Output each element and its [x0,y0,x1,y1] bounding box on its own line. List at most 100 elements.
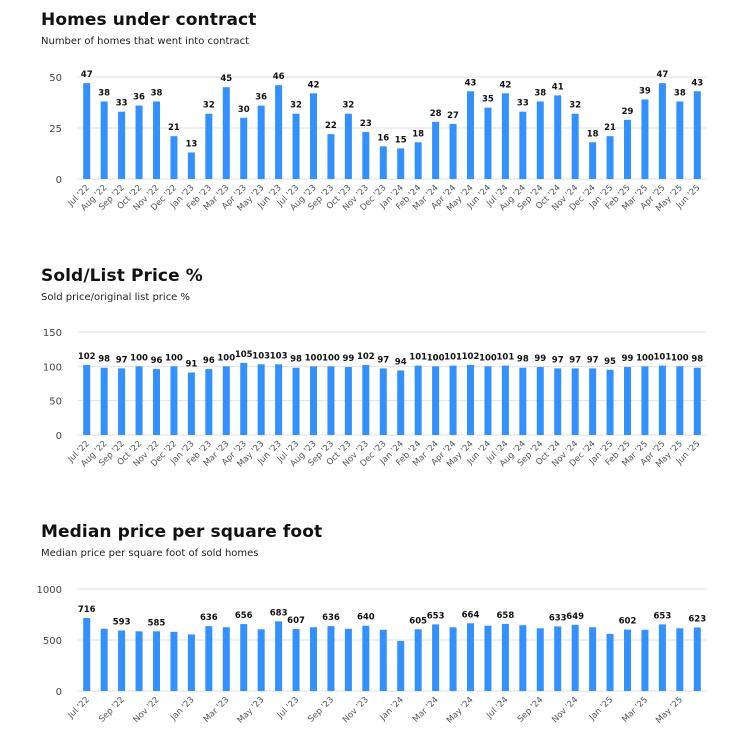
chart-title: Sold/List Price % [41,266,203,286]
x-tick-label: Mar '24 [411,695,441,725]
bar [606,633,614,691]
bar [327,134,335,179]
x-tick-label: Jan '24 [378,695,406,723]
bar [449,627,457,691]
bar [693,91,701,179]
data-label: 585 [148,618,166,628]
bar [589,142,597,179]
bar [571,113,579,179]
bar [519,111,527,179]
x-tick-label: Nov '23 [341,695,371,725]
y-tick-label: 50 [49,73,62,84]
bar [397,148,405,179]
data-label: 28 [430,109,442,119]
data-label: 91 [185,360,197,370]
bar [554,95,562,179]
bar [414,629,422,691]
y-tick-label: 500 [43,636,62,647]
chart-subtitle: Number of homes that went into contract [41,36,250,47]
bar [606,136,614,179]
bar [222,366,230,435]
x-tick-label: Jul '22 [66,695,92,721]
bar [310,366,317,435]
data-label: 46 [273,72,285,82]
bar [693,367,701,435]
bar [344,367,352,435]
data-label: 96 [203,356,215,366]
bar [554,368,562,435]
bar [467,91,474,179]
data-label: 103 [270,351,288,361]
data-label: 633 [549,613,567,623]
data-label: 102 [462,352,480,362]
x-tick-label: Jul '24 [484,695,510,721]
bar [222,87,230,179]
bar [327,626,335,691]
data-label: 38 [534,88,546,98]
data-label: 97 [377,355,389,365]
chart-subtitle: Median price per square foot of sold hom… [41,548,259,559]
data-label: 32 [569,101,581,111]
bar [187,152,195,179]
bar [83,364,91,435]
bar [624,629,631,691]
x-tick-label: Jan '25 [587,695,615,723]
bar [641,366,649,435]
bar [275,85,283,179]
x-tick-label: Nov '24 [550,695,580,725]
data-label: 45 [220,74,232,84]
data-label: 653 [427,611,445,621]
bar [135,366,143,435]
bar [484,107,492,179]
bar [275,364,283,435]
data-label: 38 [98,88,110,98]
bar [624,119,631,179]
bar [222,627,230,691]
bar [100,628,108,691]
bar [118,111,126,179]
bar [327,366,335,435]
bar [432,624,440,691]
data-label: 100 [671,353,689,363]
bar [379,146,387,179]
bar [344,113,352,179]
data-label: 99 [342,354,354,364]
y-tick-label: 100 [43,362,62,373]
data-label: 97 [116,355,128,365]
chart-title: Median price per square foot [41,522,323,542]
data-label: 664 [462,610,480,620]
bar [676,628,684,691]
bar [589,627,597,691]
data-label: 101 [654,353,672,363]
data-label: 607 [287,616,305,626]
bar [292,113,300,179]
bar [658,83,666,179]
bar [379,629,387,691]
data-label: 21 [604,123,616,133]
bar [100,367,108,435]
data-label: 18 [412,129,424,139]
data-label: 636 [200,613,218,623]
bar [467,364,474,435]
data-label: 99 [622,354,634,364]
data-label: 43 [465,78,477,88]
data-label: 100 [305,353,323,363]
homes-under-contract-panel: Homes under contract Number of homes tha… [0,0,747,240]
data-label: 32 [203,101,215,111]
x-tick-label: Sep '23 [306,695,336,725]
bar [658,365,666,435]
data-label: 101 [497,353,515,363]
bar [379,368,387,435]
data-label: 18 [587,129,599,139]
data-label: 636 [322,613,340,623]
data-label: 102 [78,352,96,362]
data-label: 29 [622,107,634,117]
bar [397,370,405,435]
data-label: 94 [395,357,407,367]
data-label: 100 [479,353,497,363]
bar [257,364,265,435]
y-tick-label: 1000 [37,585,62,596]
